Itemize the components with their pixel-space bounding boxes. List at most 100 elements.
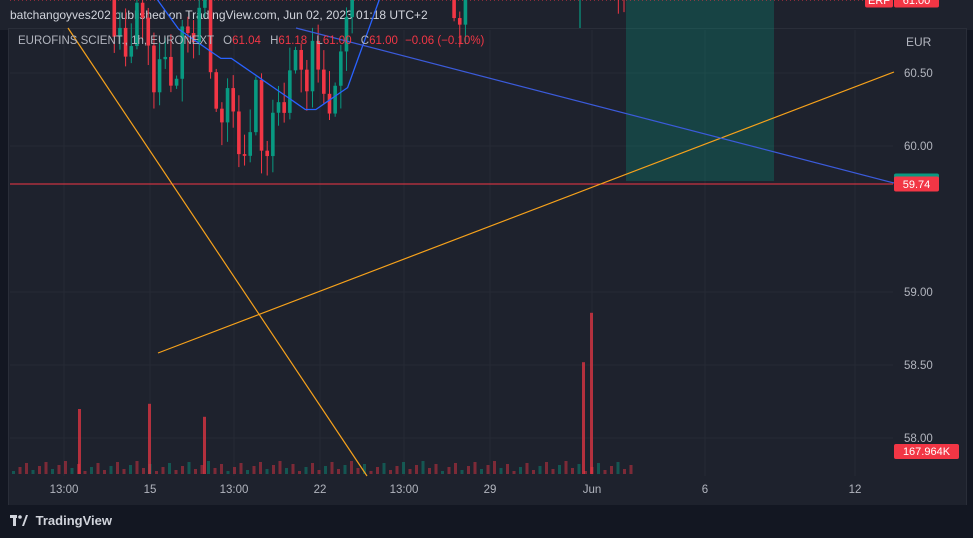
candle-body [327,93,332,114]
volume-bar [272,465,275,474]
volume-bar [350,461,353,474]
candle-body [457,18,462,25]
volume-bar [343,465,347,474]
candle-body [112,0,117,37]
volume-bar [623,469,626,474]
candle-body [186,26,190,34]
footer-bar [0,505,973,538]
volume-bar [454,463,457,474]
volume-bar [363,464,366,474]
chart-frame[interactable] [8,28,967,506]
candle-body [237,111,241,155]
candle-body [180,26,185,79]
candle-body [299,49,303,70]
volume-bar [402,462,405,474]
volume-bar [181,466,184,474]
volume-bar [109,466,113,474]
candle [276,85,281,126]
x-tick-label-0: 13:00 [50,484,79,496]
volume-spike-4 [203,416,206,474]
tradingview-name: TradingView [35,513,112,528]
candle-body [452,0,456,19]
candle [327,71,332,121]
close-value: 61.00 [369,35,398,47]
target-zone [626,0,774,182]
volume-spike-1 [590,312,593,474]
volume-bar [83,471,87,474]
x-tick-label-8: 12 [849,484,862,496]
price-badges: 62.7062.2461.6661.02ERF61.0059.7659.7416… [865,0,959,459]
candle [169,34,173,93]
candle [452,0,456,22]
volume-bar [187,462,191,474]
candle [242,134,247,166]
trendline-resistance [295,27,895,184]
price-badge-bg-6 [894,176,939,192]
volume-bar [168,463,171,474]
candle-body [339,51,343,86]
candle-body [191,33,196,43]
volume-bars [12,312,633,474]
candle-body [118,27,122,37]
volume-badge-bg [894,444,959,459]
x-tick-label-7: 6 [702,484,708,496]
candle [203,0,207,18]
candle-body [203,0,207,8]
volume-bar [233,467,236,474]
symbol-legend: EUROFINS SCIENT., 1h, EURONEXT O61.04 H6… [18,35,484,47]
candle [265,140,269,176]
candle [299,43,303,93]
candle [112,0,117,53]
open-value: 61.04 [232,35,261,47]
volume-bar [571,468,574,474]
volume-bar [369,471,373,474]
volume-bar [12,471,15,474]
candle [152,32,156,109]
volume-bar [447,467,451,474]
volume-bar [467,466,470,474]
volume-bar [90,467,93,474]
volume-bar [122,469,126,474]
volume-bar [174,470,178,474]
y-tick-label-5: 60.00 [904,141,933,153]
candle-body [225,88,230,123]
volume-bar [415,465,418,474]
volume-bar [493,461,496,474]
candle-body [220,108,224,123]
volume-bar [18,467,22,474]
candle-body [265,150,269,157]
candle [350,0,354,34]
candle [208,0,213,79]
candle [617,0,619,14]
candle [214,68,219,112]
volume-bar [506,464,509,474]
candle-body [174,78,179,86]
volume-bar [285,468,288,474]
candle-body [214,72,219,109]
candle-body [344,17,349,52]
open-label: O [223,35,233,47]
x-tick-label-3: 22 [314,484,327,496]
volume-bar [246,470,249,474]
volume-bar [51,469,54,474]
candle-body [135,2,139,47]
high-value: 61.18 [278,35,308,47]
candle-body [316,40,320,70]
candle-body [152,45,156,93]
candle [123,8,128,67]
candle [135,0,139,50]
candle [322,50,326,104]
tradingview-logo[interactable]: TradingView [10,513,112,528]
candle-body [463,0,468,25]
volume-bar [265,469,269,474]
horizontal-levels [10,0,893,185]
volume-bar [577,464,581,474]
x-tick-label-4: 13:00 [390,484,419,496]
candle-body [197,7,202,43]
candle [310,27,315,108]
candle [293,46,298,74]
candle [344,7,349,71]
volume-bar [376,467,379,474]
price-axis: 63.0062.5062.0061.5060.5060.0059.0058.50… [904,68,933,445]
